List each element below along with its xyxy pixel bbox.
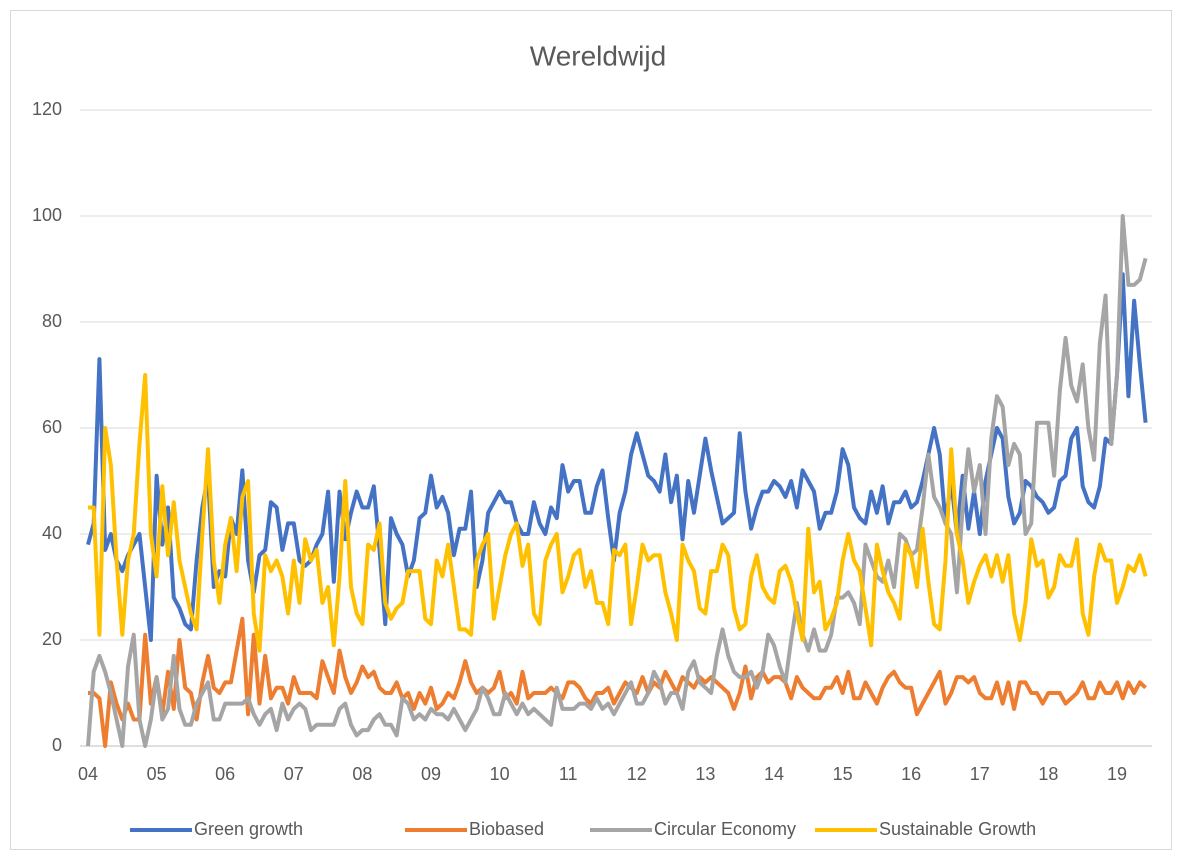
x-tick-label: 18 xyxy=(1038,764,1058,784)
series-line xyxy=(88,373,1148,653)
series-line xyxy=(86,272,1148,642)
x-tick-label: 17 xyxy=(970,764,990,784)
x-tick-label: 19 xyxy=(1107,764,1127,784)
series-line xyxy=(86,214,1148,748)
x-tick-label: 15 xyxy=(833,764,853,784)
x-tick-label: 07 xyxy=(284,764,304,784)
y-tick-label: 60 xyxy=(42,417,62,437)
x-tick-label: 06 xyxy=(215,764,235,784)
x-tick-label: 14 xyxy=(764,764,784,784)
legend-label: Green growth xyxy=(194,819,303,839)
x-tick-label: 11 xyxy=(559,764,578,784)
x-tick-label: 08 xyxy=(352,764,372,784)
legend-label: Circular Economy xyxy=(654,819,796,839)
y-tick-label: 80 xyxy=(42,311,62,331)
y-tick-label: 40 xyxy=(42,523,62,543)
x-tick-label: 09 xyxy=(421,764,441,784)
legend-label: Biobased xyxy=(469,819,544,839)
x-tick-label: 16 xyxy=(901,764,921,784)
x-tick-label: 10 xyxy=(490,764,510,784)
y-tick-label: 0 xyxy=(52,735,62,755)
x-tick-label: 04 xyxy=(78,764,98,784)
y-tick-label: 100 xyxy=(32,205,62,225)
series-line xyxy=(88,616,1147,748)
chart-title: Wereldwijd xyxy=(530,40,666,71)
y-tick-label: 120 xyxy=(32,99,62,119)
x-tick-label: 05 xyxy=(147,764,167,784)
y-tick-label: 20 xyxy=(42,629,62,649)
x-tick-label: 13 xyxy=(695,764,715,784)
legend-label: Sustainable Growth xyxy=(879,819,1036,839)
x-tick-label: 12 xyxy=(627,764,647,784)
